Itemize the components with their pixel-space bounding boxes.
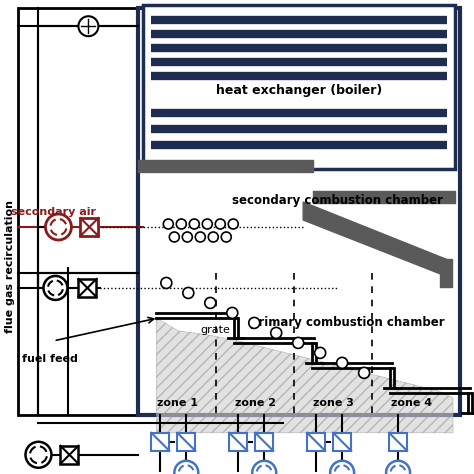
Bar bbox=[177, 433, 195, 451]
Text: flue gas recirculation: flue gas recirculation bbox=[6, 201, 16, 334]
Polygon shape bbox=[156, 318, 453, 433]
Bar bbox=[151, 433, 169, 451]
Bar bbox=[229, 433, 247, 451]
Circle shape bbox=[315, 347, 326, 358]
Text: fuel feed: fuel feed bbox=[22, 354, 78, 364]
Text: zone 3: zone 3 bbox=[313, 398, 354, 408]
Polygon shape bbox=[303, 202, 448, 277]
Circle shape bbox=[330, 461, 354, 474]
Circle shape bbox=[183, 287, 194, 299]
Text: secondary combustion chamber: secondary combustion chamber bbox=[232, 193, 443, 207]
Circle shape bbox=[386, 461, 410, 474]
Bar bbox=[138, 8, 460, 415]
Circle shape bbox=[78, 16, 99, 36]
Circle shape bbox=[228, 219, 238, 229]
Circle shape bbox=[195, 232, 205, 242]
Circle shape bbox=[249, 318, 260, 328]
Circle shape bbox=[221, 232, 231, 242]
Bar bbox=[333, 433, 351, 451]
Bar bbox=[307, 433, 325, 451]
Bar bbox=[255, 433, 273, 451]
Circle shape bbox=[208, 232, 218, 242]
Text: zone 1: zone 1 bbox=[157, 398, 198, 408]
Circle shape bbox=[189, 219, 199, 229]
Circle shape bbox=[176, 219, 186, 229]
Circle shape bbox=[202, 219, 212, 229]
Circle shape bbox=[174, 461, 198, 474]
Circle shape bbox=[161, 277, 172, 289]
Circle shape bbox=[215, 219, 225, 229]
Bar bbox=[78, 279, 96, 297]
Circle shape bbox=[227, 308, 238, 319]
Bar bbox=[18, 8, 138, 415]
Circle shape bbox=[164, 219, 173, 229]
Bar bbox=[389, 433, 407, 451]
Circle shape bbox=[252, 461, 276, 474]
Circle shape bbox=[44, 276, 67, 300]
Bar bbox=[61, 446, 78, 464]
Circle shape bbox=[169, 232, 179, 242]
Text: zone 4: zone 4 bbox=[391, 398, 432, 408]
Text: grate: grate bbox=[201, 325, 230, 335]
Text: secondary air: secondary air bbox=[11, 207, 96, 217]
Circle shape bbox=[205, 298, 216, 309]
Circle shape bbox=[292, 337, 304, 348]
Circle shape bbox=[337, 357, 347, 368]
Text: primary combustion chamber: primary combustion chamber bbox=[250, 317, 445, 329]
Bar bbox=[143, 5, 455, 169]
Text: zone 2: zone 2 bbox=[235, 398, 276, 408]
Circle shape bbox=[271, 328, 282, 338]
Circle shape bbox=[182, 232, 192, 242]
Bar bbox=[440, 259, 452, 287]
Text: heat exchanger (boiler): heat exchanger (boiler) bbox=[216, 83, 383, 97]
Bar bbox=[81, 218, 99, 236]
Circle shape bbox=[26, 442, 52, 468]
Circle shape bbox=[359, 367, 370, 378]
Circle shape bbox=[46, 214, 72, 240]
